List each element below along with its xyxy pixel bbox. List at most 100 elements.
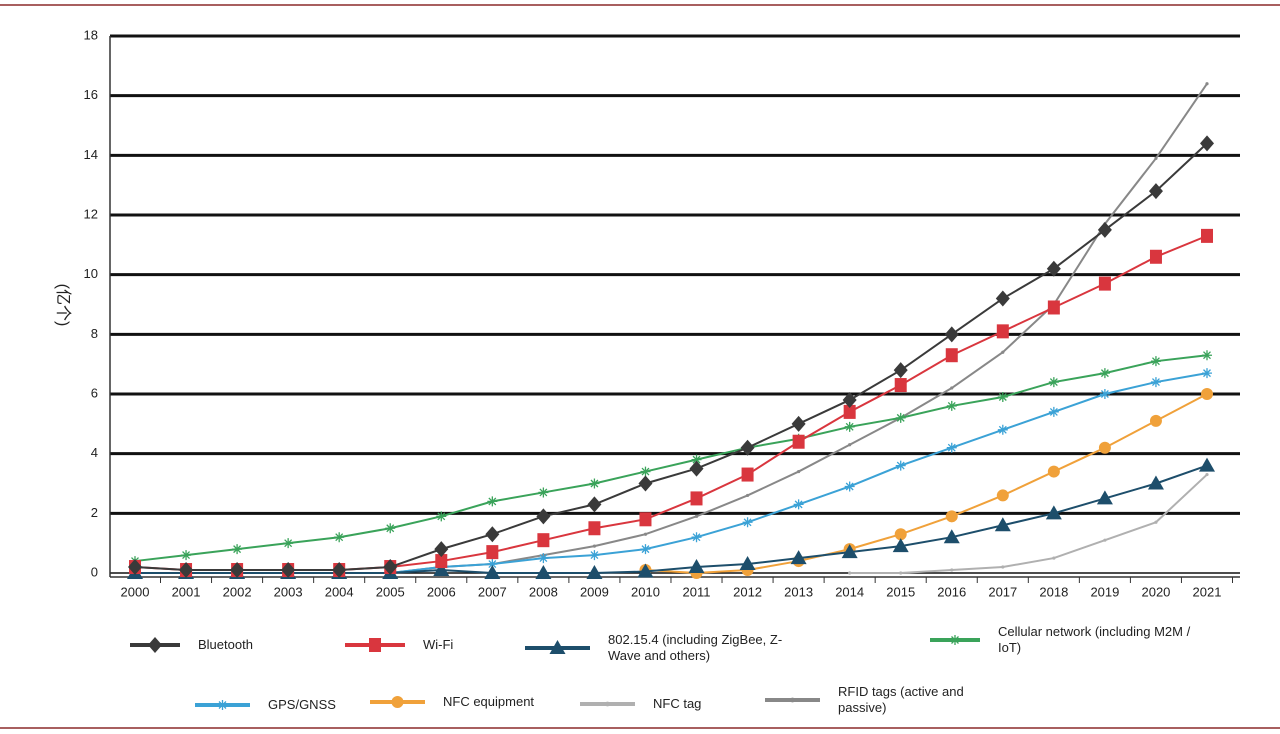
x-tick-label: 2009 — [580, 584, 609, 599]
x-tick-label: 2014 — [835, 584, 864, 599]
marker — [797, 469, 801, 474]
x-tick-label: 2017 — [988, 584, 1017, 599]
marker — [894, 378, 907, 393]
marker — [640, 544, 651, 555]
legend-label: RFID tags (active and passive) — [838, 684, 964, 715]
marker — [179, 562, 194, 579]
marker — [899, 571, 903, 575]
marker — [148, 637, 162, 653]
marker — [484, 565, 501, 579]
marker — [946, 442, 957, 453]
x-tick-label: 2012 — [733, 584, 762, 599]
legend-label: GPS/GNSS — [268, 697, 336, 712]
marker — [895, 412, 906, 423]
legend-label: NFC tag — [653, 696, 702, 711]
marker — [181, 550, 192, 561]
y-tick-label: 4 — [91, 445, 98, 460]
marker — [741, 467, 754, 482]
marker — [592, 544, 597, 548]
marker — [894, 528, 907, 541]
marker — [1098, 441, 1111, 454]
marker — [486, 545, 499, 560]
x-tick-label: 2008 — [529, 584, 558, 599]
legend-item: NFC equipment — [370, 686, 563, 718]
y-tick-label: 16 — [84, 87, 98, 102]
legend-swatch — [525, 640, 590, 654]
x-tick-label: 2004 — [325, 584, 354, 599]
marker — [332, 562, 347, 579]
marker — [128, 559, 142, 576]
marker — [638, 475, 653, 492]
marker — [997, 391, 1008, 402]
marker — [791, 415, 806, 432]
marker — [1201, 228, 1213, 243]
marker — [997, 424, 1008, 435]
marker — [605, 701, 610, 707]
x-tick-label: 2002 — [223, 584, 252, 599]
marker — [1150, 356, 1161, 367]
y-tick-label: 18 — [84, 27, 98, 42]
x-tick-label: 2005 — [376, 584, 405, 599]
x-tick-label: 2018 — [1039, 584, 1068, 599]
legend-swatch — [195, 700, 250, 710]
y-tick-label: 6 — [91, 385, 98, 400]
legend-label: Cellular network (including M2M / IoT) — [998, 624, 1191, 655]
marker — [1045, 505, 1062, 520]
marker — [536, 508, 551, 525]
marker — [946, 400, 957, 411]
marker — [1150, 377, 1161, 388]
marker — [1046, 260, 1061, 277]
x-tick-label: 2007 — [478, 584, 507, 599]
marker — [1099, 389, 1110, 399]
marker — [436, 511, 447, 522]
marker — [1001, 565, 1005, 569]
marker — [892, 538, 909, 553]
marker — [538, 553, 549, 564]
series-line — [645, 393, 1208, 575]
marker — [1201, 388, 1213, 400]
marker — [1154, 156, 1158, 160]
marker — [843, 404, 856, 419]
marker — [1205, 472, 1209, 477]
marker — [1147, 475, 1164, 490]
marker — [435, 554, 448, 569]
legend-item: Wi-Fi — [345, 629, 533, 661]
x-tick-label: 2020 — [1141, 584, 1170, 599]
marker — [1099, 368, 1110, 379]
x-tick-label: 2006 — [427, 584, 456, 599]
marker — [848, 571, 852, 575]
series-line — [134, 234, 1208, 572]
marker — [793, 499, 804, 510]
marker — [950, 568, 954, 572]
x-tick-label: 2019 — [1090, 584, 1119, 599]
legend-swatch — [370, 696, 425, 708]
marker — [996, 324, 1009, 339]
marker — [996, 489, 1009, 502]
marker — [739, 556, 756, 571]
series-line — [849, 473, 1208, 574]
marker — [745, 493, 750, 498]
marker — [1154, 520, 1158, 524]
legend-item: RFID tags (active and passive) — [765, 684, 988, 716]
legend-item: 802.15.4 (including ZigBee, Z-Wave and o… — [525, 632, 798, 664]
marker — [1052, 556, 1056, 560]
legend-swatch — [765, 697, 820, 703]
marker — [1048, 406, 1059, 417]
marker — [433, 562, 450, 577]
legend-swatch — [345, 638, 405, 652]
marker — [1149, 249, 1162, 264]
marker — [485, 526, 500, 543]
x-tick-label: 2001 — [172, 584, 201, 599]
marker — [1047, 300, 1060, 315]
marker — [740, 439, 755, 456]
marker — [790, 697, 795, 703]
marker — [588, 521, 601, 536]
marker — [637, 563, 654, 578]
legend-label: Bluetooth — [198, 637, 253, 652]
marker — [844, 481, 855, 492]
x-tick-label: 2000 — [121, 584, 150, 599]
y-tick-label: 12 — [84, 206, 98, 221]
marker — [1103, 538, 1107, 542]
